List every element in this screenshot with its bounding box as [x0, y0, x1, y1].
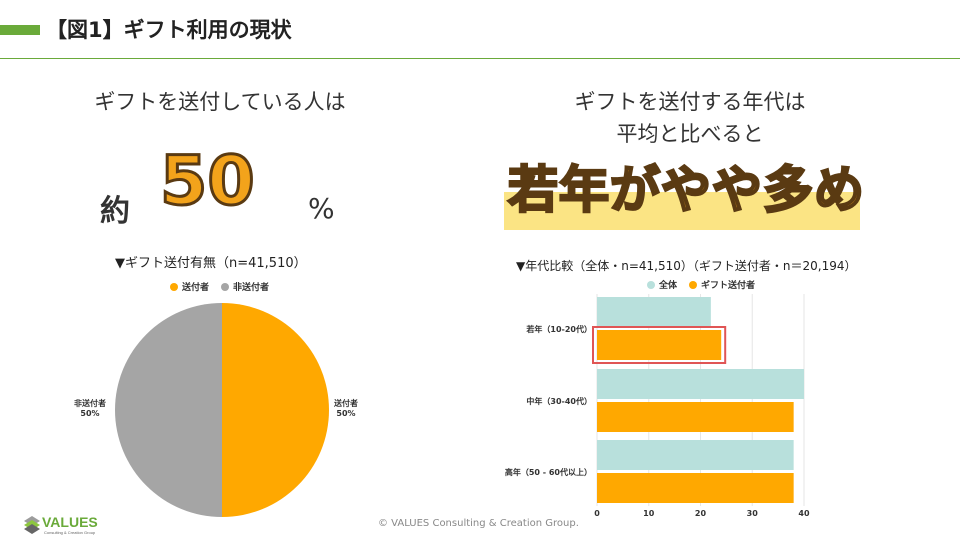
slice-name: 送付者	[334, 399, 358, 408]
bar	[597, 440, 794, 470]
pie-chart-title: ▼ギフト送付有無（n=41,510）	[115, 256, 307, 271]
slice-name: 非送付者	[74, 399, 106, 408]
category-label: 中年（30-40代）	[526, 397, 592, 406]
copyright: © VALUES Consulting & Creation Group.	[378, 518, 579, 529]
legend-dot-all	[647, 280, 655, 289]
pie-label-sender: 送付者 50%	[334, 398, 358, 418]
bar	[597, 330, 722, 360]
x-tick-label: 0	[594, 509, 600, 518]
bar	[597, 297, 711, 327]
pie-label-nonsender: 非送付者 50%	[74, 398, 106, 418]
bar-legend: 全体 ギフト送付者	[647, 278, 755, 291]
category-label: 高年（50 - 60代以上）	[504, 468, 592, 477]
pie-slice	[115, 303, 222, 517]
slice-pct: 50%	[80, 409, 100, 418]
x-tick-label: 20	[695, 509, 707, 518]
values-logo: VALUES Consulting & Creation Group	[22, 513, 112, 539]
pie-slice	[222, 303, 329, 517]
big-percent-value: 50	[159, 141, 257, 223]
right-subtitle-1: ギフトを送付する年代は	[574, 90, 806, 114]
x-tick-label: 40	[798, 509, 810, 518]
category-label: 若年（10-20代）	[526, 325, 592, 334]
legend-dot-sender	[170, 282, 178, 291]
legend-dot-gift	[689, 280, 698, 289]
right-subtitle-2: 平均と比べると	[616, 122, 764, 146]
legend-dot-nonsender	[221, 282, 230, 291]
bar	[597, 473, 794, 503]
page-title: 【図1】ギフト利用の現状	[46, 18, 292, 42]
left-subtitle: ギフトを送付している人は	[94, 90, 346, 114]
percent-sign: %	[308, 192, 335, 225]
legend-label: 送付者	[182, 283, 210, 293]
header-divider	[0, 58, 960, 59]
pie-legend: 送付者 非送付者	[170, 280, 269, 293]
headline: 若年がやや多め	[507, 160, 866, 221]
approx-label: 約	[100, 194, 130, 229]
slice-pct: 50%	[336, 409, 356, 418]
legend-label: 非送付者	[233, 283, 270, 293]
legend-label: ギフト送付者	[701, 281, 756, 291]
bar-chart-title: ▼年代比較（全体・n=41,510）（ギフト送付者・n＝20,194）	[516, 259, 857, 273]
x-tick-label: 30	[747, 509, 759, 518]
svg-text:VALUES: VALUES	[42, 514, 98, 530]
legend-label: 全体	[659, 281, 678, 291]
headline-highlight	[504, 192, 860, 230]
highlight-box	[592, 326, 727, 364]
bar	[597, 369, 804, 399]
x-tick-label: 10	[643, 509, 655, 518]
svg-text:Consulting & Creation Group: Consulting & Creation Group	[44, 530, 96, 535]
bar	[597, 402, 794, 432]
header-accent-bar	[0, 25, 40, 35]
